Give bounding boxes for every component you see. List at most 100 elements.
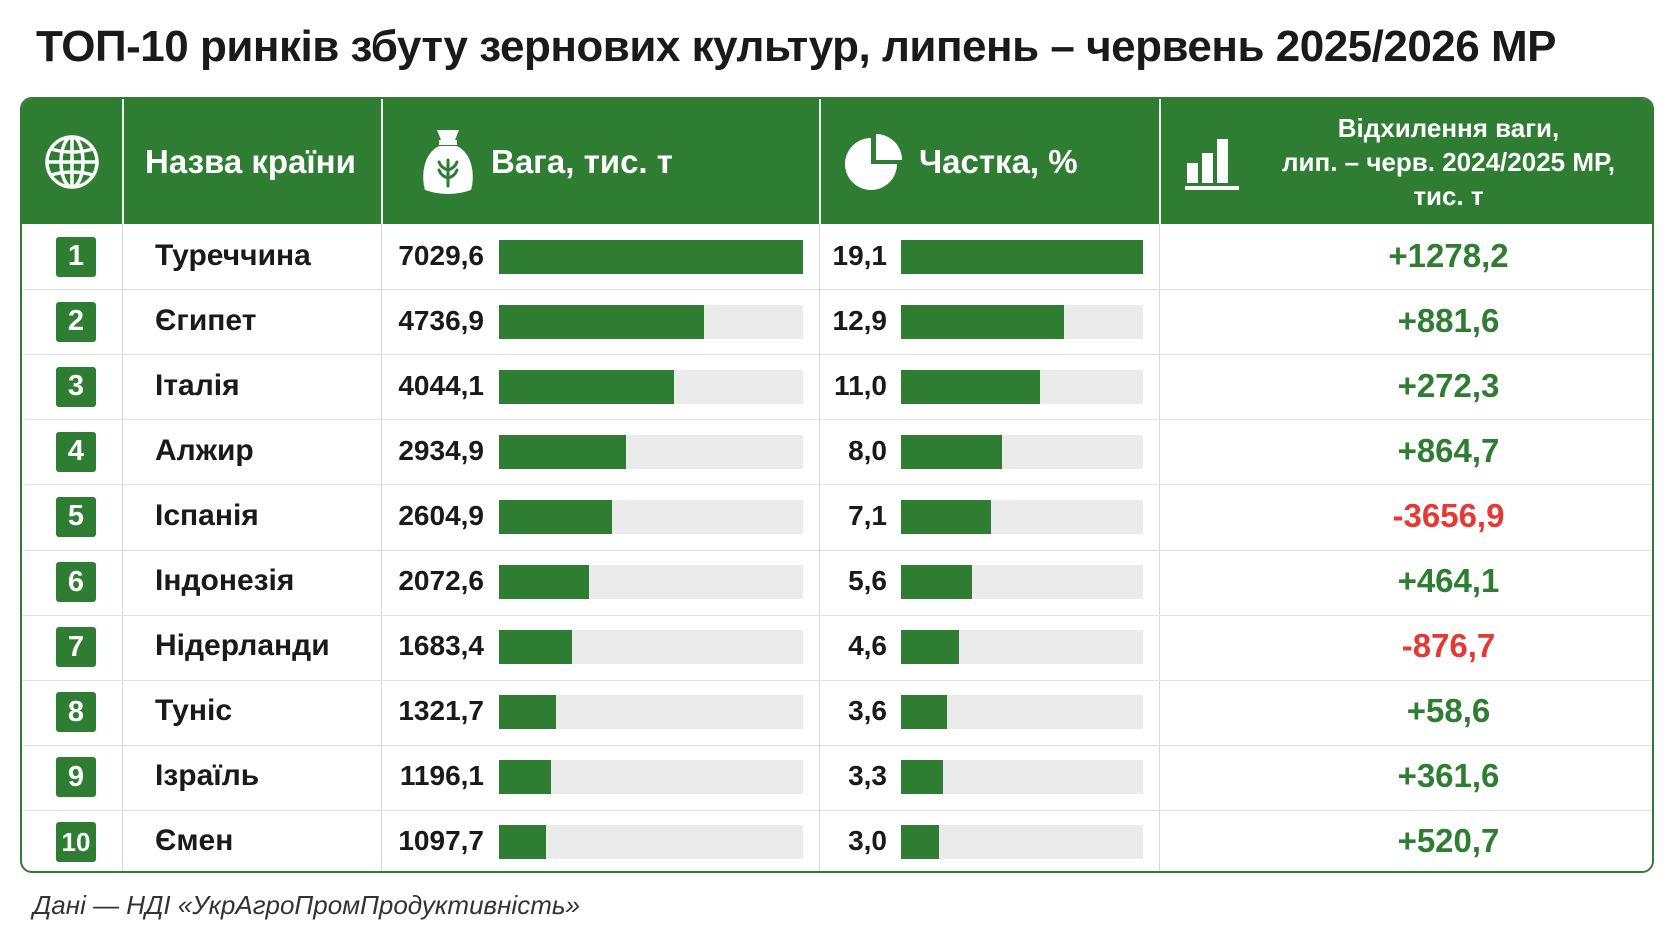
rank-badge: 10 [56, 822, 96, 863]
weight-bar-track [499, 369, 803, 404]
weight-bar [499, 565, 589, 600]
weight-value: 1683,4 [398, 630, 484, 662]
header-weight-label: Вага, тис. т [491, 142, 673, 180]
weight-bar-track [499, 695, 803, 730]
weight-bar-track [499, 760, 803, 795]
country-name: Туреччина [155, 238, 311, 272]
source-note: Дані — НДІ «УкрАгроПромПродуктивність» [33, 890, 580, 920]
weight-value: 2072,6 [398, 565, 484, 597]
header-separator [1159, 99, 1161, 224]
country-name: Італія [155, 368, 240, 402]
share-bar-track [901, 630, 1143, 665]
share-bar-track [901, 369, 1143, 404]
share-bar-track [901, 434, 1143, 469]
row-divider [22, 679, 1652, 681]
rank-badge: 5 [56, 496, 96, 537]
weight-bar-track [499, 239, 803, 274]
weight-bar [499, 239, 803, 274]
rank-badge: 4 [56, 431, 96, 472]
share-bar [901, 434, 1003, 469]
weight-bar-track [499, 499, 803, 534]
deviation-value: +864,7 [1397, 431, 1500, 469]
deviation-value: -876,7 [1401, 627, 1496, 665]
deviation-value: +881,6 [1397, 301, 1500, 339]
row-divider [22, 744, 1652, 746]
rank-badge: 7 [56, 627, 96, 668]
deviation-value: -3656,9 [1392, 496, 1505, 534]
globe-icon [45, 134, 99, 189]
share-bar [901, 304, 1065, 339]
header-share-cell: Частка, % [821, 99, 1159, 224]
header-country-label: Назва країни [145, 142, 356, 180]
row-divider [22, 354, 1652, 356]
rank-badge: 8 [56, 692, 96, 733]
country-name: Ємен [155, 824, 234, 858]
weight-value: 2604,9 [398, 499, 484, 531]
rank-badge: 9 [56, 757, 96, 798]
weight-bar [499, 760, 551, 795]
header-deviation-line2: лип. – черв. 2024/2025 МР, [1282, 146, 1615, 177]
column-separator [122, 224, 123, 871]
header-weight-cell: Вага, тис. т [383, 99, 819, 224]
weight-value: 1196,1 [399, 760, 484, 792]
weight-bar [499, 304, 704, 339]
weight-bar [499, 369, 674, 404]
country-name: Індонезія [155, 564, 295, 598]
rank-badge: 6 [56, 562, 96, 603]
weight-value: 2934,9 [398, 434, 484, 466]
share-value: 5,6 [848, 565, 887, 597]
weight-value: 4736,9 [398, 304, 484, 336]
country-name: Ізраїль [155, 759, 260, 793]
share-bar [901, 825, 939, 860]
share-bar [901, 630, 960, 665]
country-name: Алжир [155, 433, 254, 467]
weight-value: 1321,7 [398, 695, 484, 727]
weight-bar-track [499, 565, 803, 600]
weight-bar [499, 630, 572, 665]
row-divider [22, 809, 1652, 811]
country-name: Іспанія [155, 498, 259, 532]
header-deviation-label: Відхилення ваги, лип. – черв. 2024/2025 … [1241, 111, 1652, 213]
country-name: Єгипет [155, 303, 257, 337]
deviation-value: +520,7 [1397, 822, 1500, 860]
header-country-cell: Назва країни [123, 99, 381, 224]
row-divider [22, 484, 1652, 486]
share-bar [901, 760, 943, 795]
country-name: Нідерланди [155, 629, 330, 663]
share-value: 3,6 [848, 695, 887, 727]
header-globe-cell [22, 99, 122, 224]
weight-value: 7029,6 [398, 239, 484, 271]
weight-value: 4044,1 [398, 369, 484, 401]
weight-bar-track [499, 434, 803, 469]
row-divider [22, 289, 1652, 291]
weight-bar [499, 695, 557, 730]
weight-bar-track [499, 825, 803, 860]
weight-bar [499, 825, 547, 860]
rank-badge: 3 [56, 366, 96, 407]
share-bar-track [901, 825, 1143, 860]
bar-chart-icon [1185, 138, 1239, 190]
share-bar-track [901, 565, 1143, 600]
markets-table: Назва країни Вага, тис. т [20, 97, 1654, 873]
share-bar-track [901, 499, 1143, 534]
share-value: 4,6 [848, 630, 887, 662]
share-bar-track [901, 760, 1143, 795]
share-value: 8,0 [848, 434, 887, 466]
share-value: 7,1 [848, 499, 887, 531]
share-bar-track [901, 304, 1143, 339]
header-separator [381, 99, 383, 224]
rank-badge: 2 [56, 301, 96, 342]
share-bar-track [901, 695, 1143, 730]
column-separator [1159, 224, 1160, 871]
share-value: 12,9 [832, 304, 888, 336]
pie-chart-icon [845, 133, 902, 190]
header-deviation-cell: Відхилення ваги, лип. – черв. 2024/2025 … [1161, 99, 1652, 224]
chart-title: ТОП-10 ринків збуту зернових культур, ли… [36, 22, 1556, 71]
share-value: 3,0 [848, 825, 887, 857]
header-share-label: Частка, % [919, 142, 1078, 180]
share-value: 11,0 [834, 369, 887, 401]
row-divider [22, 614, 1652, 616]
header-separator [819, 99, 821, 224]
column-separator [819, 224, 820, 871]
share-bar [901, 499, 991, 534]
